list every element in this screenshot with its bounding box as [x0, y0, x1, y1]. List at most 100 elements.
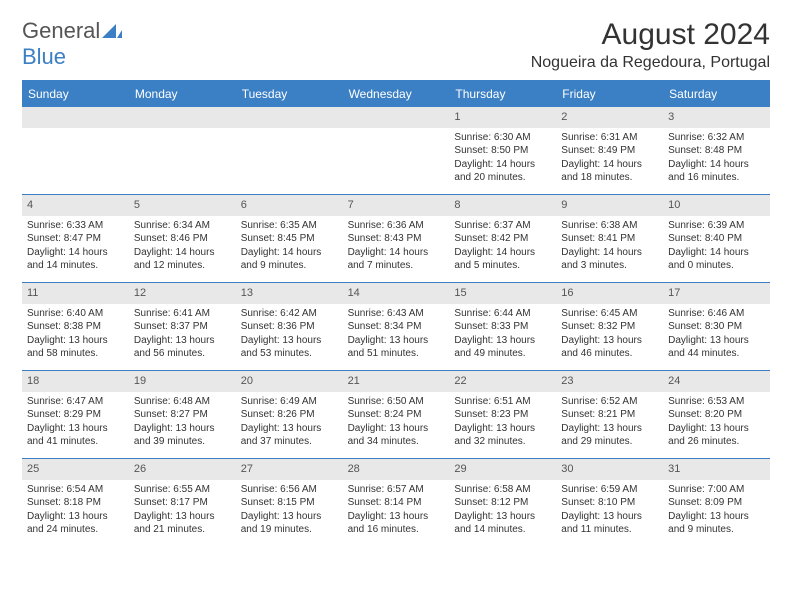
day-sunset: Sunset: 8:42 PM: [454, 232, 551, 246]
day-daylight1: Daylight: 14 hours: [454, 246, 551, 260]
day-number: 10: [663, 195, 770, 216]
calendar-cell: 2Sunrise: 6:31 AMSunset: 8:49 PMDaylight…: [556, 106, 663, 194]
day-daylight2: and 39 minutes.: [134, 435, 231, 449]
day-body: Sunrise: 6:55 AMSunset: 8:17 PMDaylight:…: [129, 480, 236, 542]
day-daylight2: and 20 minutes.: [454, 171, 551, 185]
calendar-cell: 18Sunrise: 6:47 AMSunset: 8:29 PMDayligh…: [22, 370, 129, 458]
day-daylight2: and 16 minutes.: [668, 171, 765, 185]
day-daylight1: Daylight: 14 hours: [348, 246, 445, 260]
day-number: 3: [663, 107, 770, 128]
day-number: 5: [129, 195, 236, 216]
day-sunrise: Sunrise: 6:33 AM: [27, 219, 124, 233]
day-body: Sunrise: 6:38 AMSunset: 8:41 PMDaylight:…: [556, 216, 663, 278]
day-body: Sunrise: 6:36 AMSunset: 8:43 PMDaylight:…: [343, 216, 450, 278]
calendar-cell: 22Sunrise: 6:51 AMSunset: 8:23 PMDayligh…: [449, 370, 556, 458]
day-sunrise: Sunrise: 6:56 AM: [241, 483, 338, 497]
day-sunrise: Sunrise: 6:35 AM: [241, 219, 338, 233]
location: Nogueira da Regedoura, Portugal: [531, 54, 770, 72]
day-sunset: Sunset: 8:34 PM: [348, 320, 445, 334]
day-number: 1: [449, 107, 556, 128]
title-block: August 2024 Nogueira da Regedoura, Portu…: [531, 18, 770, 72]
day-sunset: Sunset: 8:33 PM: [454, 320, 551, 334]
day-sunset: Sunset: 8:30 PM: [668, 320, 765, 334]
day-daylight2: and 0 minutes.: [668, 259, 765, 273]
day-daylight1: Daylight: 13 hours: [668, 422, 765, 436]
day-sunset: Sunset: 8:18 PM: [27, 496, 124, 510]
day-sunrise: Sunrise: 6:49 AM: [241, 395, 338, 409]
day-number: 26: [129, 459, 236, 480]
day-body: Sunrise: 6:47 AMSunset: 8:29 PMDaylight:…: [22, 392, 129, 454]
day-daylight1: Daylight: 13 hours: [134, 422, 231, 436]
day-body: Sunrise: 6:48 AMSunset: 8:27 PMDaylight:…: [129, 392, 236, 454]
day-daylight2: and 21 minutes.: [134, 523, 231, 537]
day-number-empty: [129, 107, 236, 128]
calendar-cell: 17Sunrise: 6:46 AMSunset: 8:30 PMDayligh…: [663, 282, 770, 370]
calendar-cell: [236, 106, 343, 194]
day-body: Sunrise: 7:00 AMSunset: 8:09 PMDaylight:…: [663, 480, 770, 542]
day-sunset: Sunset: 8:46 PM: [134, 232, 231, 246]
day-number: 14: [343, 283, 450, 304]
day-sunset: Sunset: 8:47 PM: [27, 232, 124, 246]
calendar-cell: 4Sunrise: 6:33 AMSunset: 8:47 PMDaylight…: [22, 194, 129, 282]
day-body: Sunrise: 6:31 AMSunset: 8:49 PMDaylight:…: [556, 128, 663, 190]
day-number: 19: [129, 371, 236, 392]
day-sunset: Sunset: 8:17 PM: [134, 496, 231, 510]
day-number: 21: [343, 371, 450, 392]
day-number: 30: [556, 459, 663, 480]
calendar-cell: 31Sunrise: 7:00 AMSunset: 8:09 PMDayligh…: [663, 458, 770, 546]
day-number: 16: [556, 283, 663, 304]
day-daylight1: Daylight: 13 hours: [454, 510, 551, 524]
day-number: 23: [556, 371, 663, 392]
day-sunrise: Sunrise: 6:51 AM: [454, 395, 551, 409]
day-sunset: Sunset: 8:37 PM: [134, 320, 231, 334]
day-number: 4: [22, 195, 129, 216]
day-daylight2: and 14 minutes.: [27, 259, 124, 273]
calendar-cell: [129, 106, 236, 194]
calendar-cell: 1Sunrise: 6:30 AMSunset: 8:50 PMDaylight…: [449, 106, 556, 194]
day-body: Sunrise: 6:52 AMSunset: 8:21 PMDaylight:…: [556, 392, 663, 454]
day-header: Sunday: [22, 82, 129, 106]
day-daylight1: Daylight: 13 hours: [241, 422, 338, 436]
day-body: Sunrise: 6:43 AMSunset: 8:34 PMDaylight:…: [343, 304, 450, 366]
day-sunrise: Sunrise: 6:38 AM: [561, 219, 658, 233]
day-number: 6: [236, 195, 343, 216]
calendar-cell: 11Sunrise: 6:40 AMSunset: 8:38 PMDayligh…: [22, 282, 129, 370]
day-sunset: Sunset: 8:38 PM: [27, 320, 124, 334]
calendar-cell: 26Sunrise: 6:55 AMSunset: 8:17 PMDayligh…: [129, 458, 236, 546]
calendar-cell: 9Sunrise: 6:38 AMSunset: 8:41 PMDaylight…: [556, 194, 663, 282]
calendar-cell: 30Sunrise: 6:59 AMSunset: 8:10 PMDayligh…: [556, 458, 663, 546]
calendar-cell: [343, 106, 450, 194]
day-sunrise: Sunrise: 6:36 AM: [348, 219, 445, 233]
day-sunset: Sunset: 8:21 PM: [561, 408, 658, 422]
day-daylight2: and 26 minutes.: [668, 435, 765, 449]
day-sunrise: Sunrise: 6:54 AM: [27, 483, 124, 497]
calendar-cell: 23Sunrise: 6:52 AMSunset: 8:21 PMDayligh…: [556, 370, 663, 458]
day-daylight2: and 29 minutes.: [561, 435, 658, 449]
day-header: Tuesday: [236, 82, 343, 106]
day-sunrise: Sunrise: 6:44 AM: [454, 307, 551, 321]
day-daylight1: Daylight: 13 hours: [134, 510, 231, 524]
day-body: Sunrise: 6:46 AMSunset: 8:30 PMDaylight:…: [663, 304, 770, 366]
day-header: Saturday: [663, 82, 770, 106]
day-daylight2: and 3 minutes.: [561, 259, 658, 273]
day-sunset: Sunset: 8:49 PM: [561, 144, 658, 158]
day-daylight2: and 34 minutes.: [348, 435, 445, 449]
day-daylight2: and 51 minutes.: [348, 347, 445, 361]
header: General Blue August 2024 Nogueira da Reg…: [22, 18, 770, 72]
day-daylight2: and 9 minutes.: [668, 523, 765, 537]
day-sunrise: Sunrise: 6:32 AM: [668, 131, 765, 145]
day-daylight1: Daylight: 14 hours: [561, 158, 658, 172]
day-number: 25: [22, 459, 129, 480]
day-body: Sunrise: 6:51 AMSunset: 8:23 PMDaylight:…: [449, 392, 556, 454]
calendar-cell: 27Sunrise: 6:56 AMSunset: 8:15 PMDayligh…: [236, 458, 343, 546]
day-daylight2: and 58 minutes.: [27, 347, 124, 361]
day-daylight1: Daylight: 13 hours: [454, 422, 551, 436]
day-daylight2: and 14 minutes.: [454, 523, 551, 537]
day-sunset: Sunset: 8:45 PM: [241, 232, 338, 246]
day-daylight1: Daylight: 13 hours: [27, 510, 124, 524]
day-header: Monday: [129, 82, 236, 106]
day-daylight1: Daylight: 13 hours: [668, 510, 765, 524]
day-sunset: Sunset: 8:32 PM: [561, 320, 658, 334]
day-body: Sunrise: 6:30 AMSunset: 8:50 PMDaylight:…: [449, 128, 556, 190]
day-sunset: Sunset: 8:29 PM: [27, 408, 124, 422]
